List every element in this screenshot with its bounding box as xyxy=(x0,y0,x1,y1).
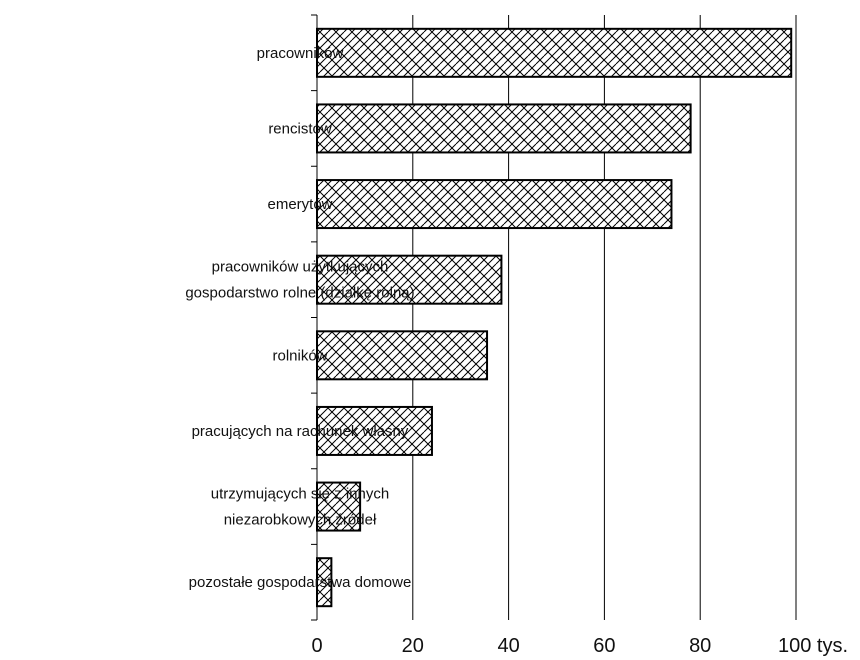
category-label: gospodarstwo rolne (działkę rolną) xyxy=(185,285,414,302)
category-label: utrzymujących się z innych xyxy=(211,486,389,503)
category-label: rencistów xyxy=(268,120,332,137)
x-tick-label: 40 xyxy=(497,635,519,657)
x-tick-label: 0 xyxy=(311,635,322,657)
category-label: niezarobkowych źródeł xyxy=(224,512,377,529)
category-label: pracowników xyxy=(257,45,344,62)
bar xyxy=(316,103,692,154)
category-label: emerytów xyxy=(267,196,332,213)
bar xyxy=(316,27,793,78)
category-label: pracujących na rachunek własny xyxy=(192,423,409,440)
bar xyxy=(316,179,673,230)
x-tick-label: 60 xyxy=(593,635,615,657)
x-tick-label: 100 tys. xyxy=(778,635,848,657)
category-label: pozostałe gospodarstwa domowe xyxy=(189,574,412,591)
category-labels: pracowników rencistów emerytów pracowników … xyxy=(185,45,414,591)
bar xyxy=(316,254,503,305)
x-tick-label: 80 xyxy=(689,635,711,657)
category-axis xyxy=(311,14,318,621)
value-tick-labels: 0 20 40 60 80 100 tys. xyxy=(311,635,848,657)
bar xyxy=(316,481,362,532)
x-tick-label: 20 xyxy=(402,635,424,657)
bar xyxy=(316,330,489,381)
bars xyxy=(316,27,793,608)
category-label: rolników xyxy=(272,347,327,364)
category-label: pracowników użytkujących xyxy=(212,259,389,276)
